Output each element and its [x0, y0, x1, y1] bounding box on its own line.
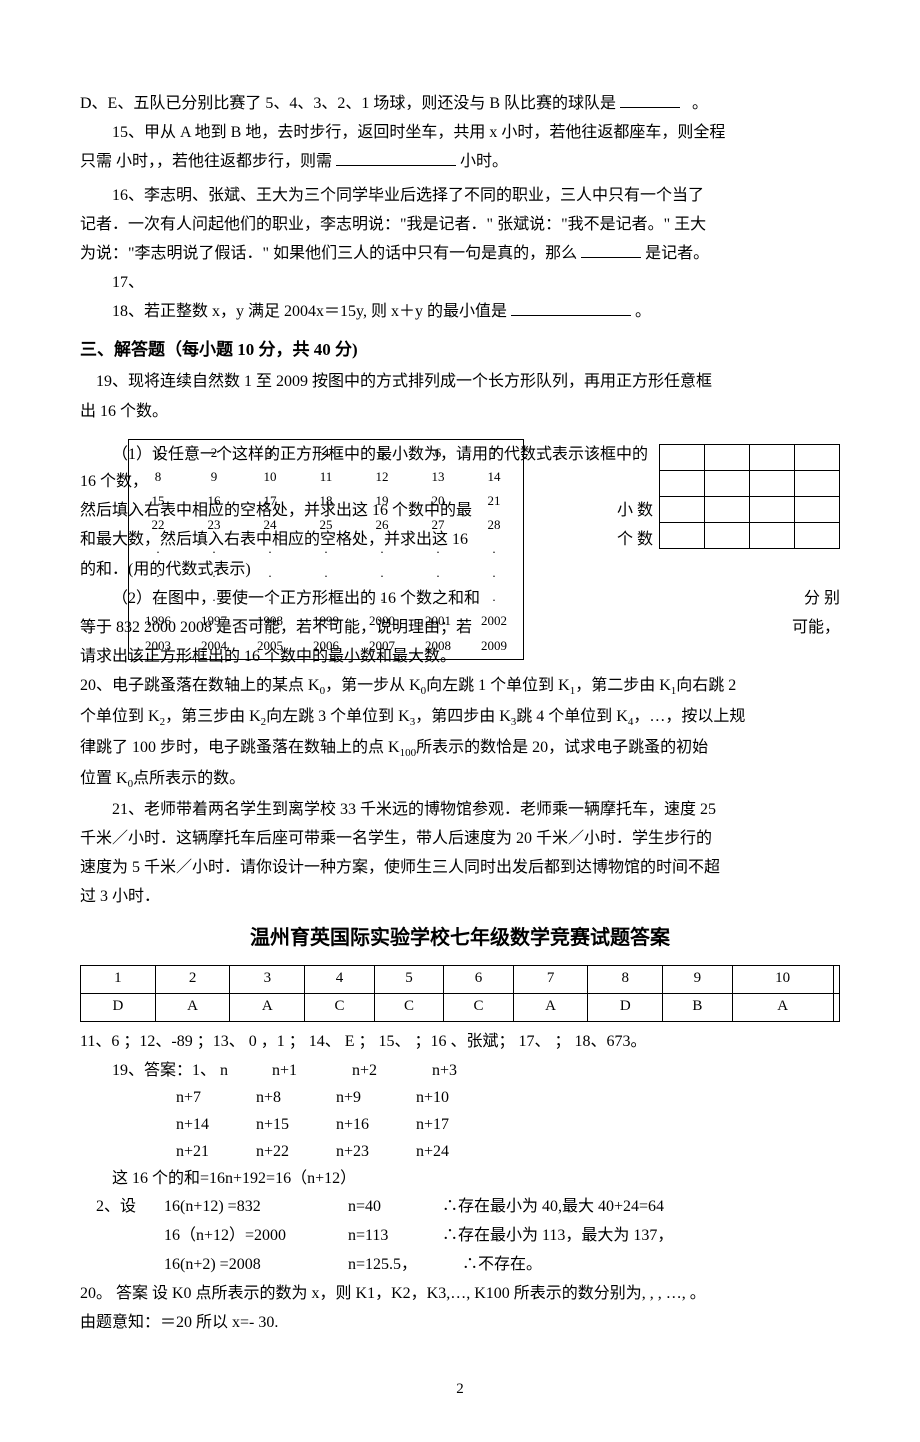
answer-value-row: DAACCCADBA — [81, 993, 840, 1021]
a19-2b: 16（n+12）=2000 n=113 ∴存在最小为 113，最大为 137， — [80, 1222, 840, 1249]
q18-text: 18、若正整数 x，y 满足 2004x＝15y, 则 x＋y 的最小值是 。 — [80, 298, 840, 325]
q20-l2: 个单位到 K2，第三步由 K2向左跳 3 个单位到 K3，第四步由 K3跳 4 … — [80, 703, 840, 732]
q20-l3: 律跳了 100 步时，电子跳蚤落在数轴上的点 K100所表示的数恰是 20，试求… — [80, 734, 840, 763]
q21-l1: 21、老师带着两名学生到离学校 33 千米远的博物馆参观．老师乘一辆摩托车，速度… — [80, 796, 840, 823]
a19-sum: 这 16 个的和=16n+192=16（n+12） — [80, 1165, 840, 1192]
q14-end: 。 — [692, 95, 708, 112]
q18-end: 。 — [635, 303, 651, 320]
q15-l1: 15、甲从 A 地到 B 地，去时步行，返回时坐车，共用 x 小时，若他往返都座… — [80, 119, 840, 146]
q16-l3: 为说："李志明说了假话．" 如果他们三人的话中只有一句是真的，那么 是记者。 — [80, 240, 840, 267]
question-19: 19、现将连续自然数 1 至 2009 按图中的方式排列成一个长方形队列，再用正… — [80, 368, 840, 672]
q16-l3b: 是记者。 — [645, 245, 709, 262]
q16-l1: 16、李志明、张斌、王大为三个同学毕业后选择了不同的职业，三人中只有一个当了 — [80, 182, 840, 209]
q19-overlay: 1234567 891011121314 15161718192021 2223… — [80, 427, 840, 673]
q20-l1: 20、电子跳蚤落在数轴上的某点 K0，第一步从 K0向左跳 1 个单位到 K1，… — [80, 672, 840, 701]
section-3-title: 三、解答题（每小题 10 分，共 40 分) — [80, 336, 840, 365]
question-16: 16、李志明、张斌、王大为三个同学毕业后选择了不同的职业，三人中只有一个当了 记… — [80, 182, 840, 268]
q21-l4: 过 3 小时． — [80, 883, 840, 910]
question-21: 21、老师带着两名学生到离学校 33 千米远的博物馆参观．老师乘一辆摩托车，速度… — [80, 796, 840, 911]
q15-l2a: 只需 小时，，若他往返都步行，则需 — [80, 153, 332, 170]
q19-p7: 请求出该正方形框出的 16 个数中的最小数和最大数。 — [80, 643, 840, 670]
q15-l2: 只需 小时，，若他往返都步行，则需 小时。 — [80, 148, 840, 175]
question-15: 15、甲从 A 地到 B 地，去时步行，返回时坐车，共用 x 小时，若他往返都座… — [80, 119, 840, 175]
question-14: D、E、五队已分别比赛了 5、4、3、2、1 场球，则还没与 B 队比赛的球队是… — [80, 90, 840, 117]
ans-19: 19、答案：1、 nn+1n+2n+3 n+7n+8n+9n+10 n+14n+… — [80, 1057, 840, 1279]
a19-r2: n+7n+8n+9n+10 — [80, 1084, 840, 1111]
q15-blank — [336, 165, 456, 166]
page-number: 2 — [80, 1377, 840, 1403]
q14-text: D、E、五队已分别比赛了 5、4、3、2、1 场球，则还没与 B 队比赛的球队是… — [80, 90, 840, 117]
q16-blank — [581, 257, 641, 258]
question-20: 20、电子跳蚤落在数轴上的某点 K0，第一步从 K0向左跳 1 个单位到 K1，… — [80, 672, 840, 794]
q19-l1: 19、现将连续自然数 1 至 2009 按图中的方式排列成一个长方形队列，再用正… — [80, 368, 840, 395]
a20-l1: 20。 答案 设 K0 点所表示的数为 x，则 K1，K2，K3,…, K100… — [80, 1280, 840, 1307]
answer-title: 温州育英国际实验学校七年级数学竞赛试题答案 — [80, 921, 840, 955]
q19-p6: 等于 832 2000 2008 是否可能，若不可能，说明理由；若可能， — [80, 614, 840, 641]
q20-l4: 位置 K0点所表示的数。 — [80, 765, 840, 794]
q15-l2b: 小时。 — [460, 153, 508, 170]
question-18: 18、若正整数 x，y 满足 2004x＝15y, 则 x＋y 的最小值是 。 — [80, 298, 840, 325]
q21-l3: 速度为 5 千米／小时．请你设计一种方案，使师生三人同时出发后都到达博物馆的时间… — [80, 854, 840, 881]
q16-l3a: 为说："李志明说了假话．" 如果他们三人的话中只有一句是真的，那么 — [80, 245, 577, 262]
q17: 17、 — [80, 269, 840, 296]
q19-p5: （2）在图中，要使一个正方形框出的 16 个数之和和分 别 — [80, 585, 840, 612]
a19-r1: 19、答案：1、 nn+1n+2n+3 — [80, 1057, 840, 1084]
answer-header-row: 12345678910 — [81, 965, 840, 993]
a20-l2: 由题意知：＝20 所以 x=- 30. — [80, 1309, 840, 1336]
a19-r3: n+14n+15n+16n+17 — [80, 1111, 840, 1138]
a19-2a: 2、设 16(n+12) =832 n=40 ∴存在最小为 40,最大 40+2… — [80, 1193, 840, 1220]
q19-overlay-text: （1）设任意一个这样的正方形框中的最小数为，请用的代数式表示该框中的 16 个数… — [80, 427, 840, 671]
ans-11-18: 11、6 ；12、-89 ；13、 0 ，1 ； 14、 E ； 15、 ；16… — [80, 1028, 840, 1055]
a19-2c: 16(n+2) =2008 n=125.5， ∴不存在。 — [80, 1251, 840, 1278]
q21-l2: 千米／小时．这辆摩托车后座可带乘一名学生，带人后速度为 20 千米／小时．学生步… — [80, 825, 840, 852]
answer-table: 12345678910 DAACCCADBA — [80, 965, 840, 1022]
q19-p4: 的和．(用的代数式表示) — [80, 556, 840, 583]
q18-body: 18、若正整数 x，y 满足 2004x＝15y, 则 x＋y 的最小值是 — [112, 303, 507, 320]
q14-blank — [620, 107, 680, 108]
q18-blank — [511, 315, 631, 316]
q19-l2: 出 16 个数。 — [80, 398, 840, 425]
a19-r4: n+21n+22n+23n+24 — [80, 1138, 840, 1165]
q14-body: D、E、五队已分别比赛了 5、4、3、2、1 场球，则还没与 B 队比赛的球队是 — [80, 95, 616, 112]
q16-l2: 记者．一次有人问起他们的职业，李志明说："我是记者．" 张斌说："我不是记者。"… — [80, 211, 840, 238]
answer-box-4x4 — [659, 444, 840, 549]
